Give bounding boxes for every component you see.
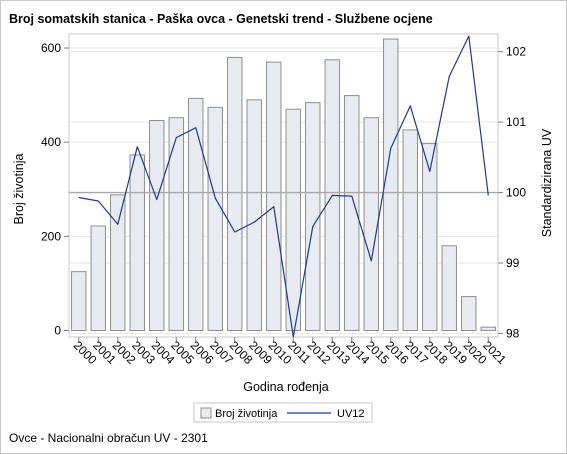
y-tick-label: 600 <box>41 41 61 55</box>
legend-label-bar: Broj životinja <box>215 408 278 420</box>
y2-tick-label: 98 <box>506 326 520 340</box>
bar: 2004: 446 <box>149 120 165 332</box>
bar: 2018: 397 <box>422 143 438 331</box>
line-point: 2005: 100.78 <box>174 135 179 140</box>
line-point: 2020: 102.22 <box>466 34 471 39</box>
bar: 2011: 470 <box>285 108 301 331</box>
bar: 2009: 490 <box>246 99 262 331</box>
y-tick-label: 200 <box>41 229 61 243</box>
y-tick-label: 0 <box>54 324 61 338</box>
line-point: 2007: 99.92 <box>213 196 218 201</box>
y-tick-label: 400 <box>41 135 61 149</box>
bar: 2015: 452 <box>363 117 379 332</box>
bar: 2021: 7 <box>480 326 496 332</box>
plot-area: 2000: 1252001: 2222002: 2882003: 3732004… <box>41 33 526 367</box>
line-point: 2010: 99.8 <box>271 204 276 209</box>
y2-tick-label: 100 <box>506 186 526 200</box>
y2-tick-label: 101 <box>506 115 526 129</box>
bar: 2014: 499 <box>344 95 360 331</box>
bar: 2003: 373 <box>129 154 145 331</box>
series-line-uv12 <box>78 35 489 338</box>
bar: 2010: 570 <box>266 61 282 331</box>
legend-frame <box>193 402 373 423</box>
line-point: 2001: 99.88 <box>96 199 101 204</box>
line-point: 2016: 100.63 <box>388 146 393 151</box>
y2-tick-label: 102 <box>506 45 526 59</box>
line-point: 2012: 99.52 <box>310 224 315 229</box>
bar: 2017: 426 <box>402 129 418 331</box>
line-point: 2015: 99.03 <box>369 258 374 263</box>
y2-tick-label: 99 <box>506 256 520 270</box>
bar: 2005: 452 <box>168 117 184 332</box>
line-point: 2002: 99.55 <box>115 222 120 227</box>
line-point: 2009: 99.58 <box>252 220 257 225</box>
bar: 2006: 493 <box>188 97 204 331</box>
line-point: 2017: 101.23 <box>408 103 413 108</box>
y2-axis-label: Standardizirana UV <box>540 128 554 237</box>
line-point: 2021: 99.96 <box>486 193 491 198</box>
line-point: 2013: 99.96 <box>330 193 335 198</box>
legend-label-line: UV12 <box>337 408 365 420</box>
line-point: 2006: 100.92 <box>193 125 198 130</box>
x-axis-label: Godina rođenja <box>243 380 329 394</box>
bar: 2019: 180 <box>441 245 457 331</box>
line-point: 2003: 100.65 <box>135 144 140 149</box>
line-point: 2000: 99.93 <box>76 195 81 200</box>
y-axis-label: Broj životinja <box>12 154 26 225</box>
line-point: 2019: 101.65 <box>447 74 452 79</box>
bar: 2008: 580 <box>227 56 243 331</box>
bar: 2012: 484 <box>305 102 321 331</box>
bar: 2007: 474 <box>207 106 223 331</box>
line-point: 2018: 100.3 <box>427 169 432 174</box>
bar: 2002: 288 <box>110 194 126 331</box>
legend: Broj životinja UV12 <box>193 402 373 423</box>
line-point: 2014: 99.95 <box>349 194 354 199</box>
bar: 2020: 72 <box>461 296 477 331</box>
line-point: 2008: 99.44 <box>232 230 237 235</box>
bar: 2000: 125 <box>71 271 87 331</box>
legend-swatch-bar <box>200 407 212 419</box>
footnote: Ovce - Nacionalni obračun UV - 2301 <box>9 431 208 445</box>
chart-title: Broj somatskih stanica - Paška ovca - Ge… <box>9 12 433 26</box>
line-point: 2004: 99.9 <box>154 197 159 202</box>
bar: 2016: 619 <box>383 38 399 331</box>
bar: 2001: 222 <box>90 225 106 332</box>
